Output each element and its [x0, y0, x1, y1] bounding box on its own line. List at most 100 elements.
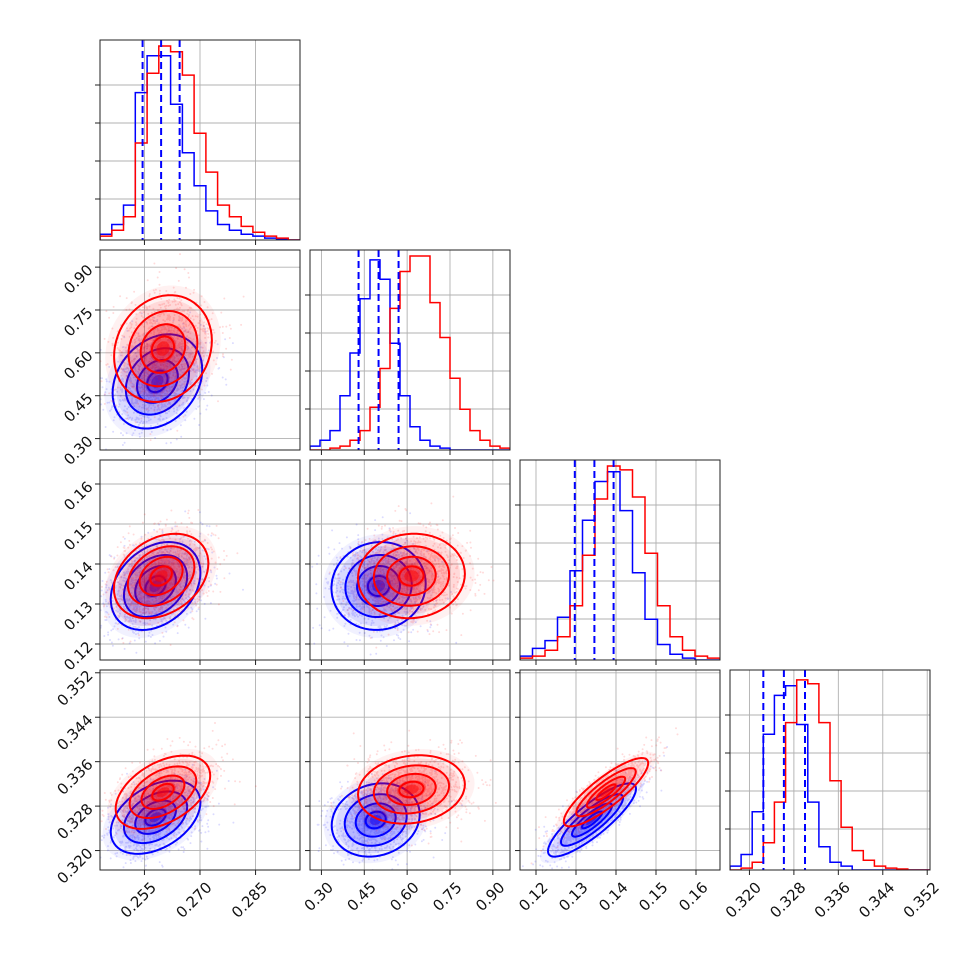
contour-series-a — [581, 810, 603, 830]
contour-series-b — [585, 775, 627, 809]
contour-series-a — [570, 802, 614, 838]
y-tick-label: 0.328 — [53, 800, 96, 843]
x-tick-label: 0.75 — [429, 878, 465, 914]
y-tick-label: 0.90 — [60, 261, 96, 297]
panel-frame — [729, 669, 931, 871]
contour-series-b — [138, 555, 184, 597]
density-fill-series-a — [323, 776, 428, 864]
density-fill-series-b — [385, 773, 437, 806]
contour-series-b — [595, 783, 617, 801]
density-fill-series-b — [585, 775, 627, 809]
density-fill-series-b — [139, 323, 187, 374]
density-fill-series-a — [562, 795, 622, 845]
histogram-series-a — [730, 684, 930, 870]
contour-series-a — [109, 779, 202, 855]
density-fill-series-a — [151, 375, 164, 388]
hist-panel-p4 — [725, 669, 931, 875]
x-tick-label: 0.90 — [472, 878, 508, 914]
x-tick-label: 0.270 — [172, 878, 215, 921]
density-fill-series-b — [594, 782, 618, 802]
contour-series-a — [364, 810, 387, 830]
contour-series-a — [330, 782, 421, 858]
density-fill-series-b — [577, 768, 635, 816]
histogram-series-b — [100, 45, 300, 240]
density-fill-series-b — [105, 285, 221, 412]
x-tick-label: 0.14 — [595, 878, 631, 914]
density-fill-series-b — [118, 537, 205, 615]
density-fill-series-b — [556, 751, 656, 833]
x-tick-label: 0.16 — [675, 878, 711, 914]
density-fill-series-b — [120, 758, 206, 826]
pair-panel-1-0 — [95, 249, 301, 455]
contour-series-a — [122, 790, 189, 845]
pair-panel-3-1 — [305, 669, 511, 875]
x-tick-label: 0.285 — [228, 878, 271, 921]
histogram-series-b — [520, 465, 720, 660]
density-fill-series-a — [126, 349, 188, 414]
density-fill-series-b — [348, 749, 475, 830]
contour-series-a — [122, 553, 189, 619]
histogram-series-a — [520, 471, 720, 660]
panel-frame — [519, 669, 721, 871]
y-tick-label: 0.12 — [60, 638, 96, 674]
contour-series-b — [128, 765, 198, 819]
pair-panel-2-0 — [95, 459, 301, 665]
contour-series-b — [562, 756, 650, 828]
contour-series-b — [126, 545, 196, 607]
hist-panel-p1 — [95, 39, 301, 245]
contour-series-b — [127, 310, 199, 388]
pair-panel-2-1 — [305, 459, 511, 665]
contour-series-b — [386, 772, 437, 806]
density-fill-series-a — [335, 546, 422, 626]
density-fill-series-b — [404, 784, 419, 795]
density-fill-series-b — [154, 570, 168, 582]
histogram-series-b — [730, 679, 930, 870]
density-fill-series-a — [116, 338, 199, 425]
x-tick-label: 0.336 — [811, 878, 854, 921]
histogram-series-a — [100, 54, 300, 240]
scatter-points-series-b — [530, 727, 679, 865]
density-fill-series-a — [365, 574, 392, 598]
contour-series-a — [144, 807, 167, 827]
y-tick-label: 0.320 — [53, 844, 96, 887]
contour-series-b — [113, 294, 213, 403]
x-tick-label: 0.13 — [555, 878, 591, 914]
panel-frame — [309, 249, 511, 451]
density-fill-series-b — [138, 555, 184, 597]
panel-frame — [309, 459, 511, 661]
x-tick-label: 0.60 — [386, 878, 422, 914]
contour-series-a — [134, 799, 177, 835]
scatter-points-series-a — [521, 746, 669, 870]
y-tick-label: 0.344 — [53, 711, 96, 754]
density-fill-series-b — [396, 564, 426, 588]
scatter-points-series-b — [330, 729, 497, 847]
scatter-points-series-a — [316, 757, 463, 870]
density-fill-series-b — [348, 526, 475, 626]
density-fill-series-a — [571, 802, 613, 838]
density-fill-series-b — [156, 787, 170, 798]
panel-frame — [309, 669, 511, 871]
density-fill-series-a — [552, 786, 632, 854]
contour-series-a — [366, 575, 391, 597]
y-tick-label: 0.15 — [60, 518, 96, 554]
y-tick-label: 0.30 — [60, 432, 96, 468]
panel-frame — [519, 459, 721, 661]
contour-series-b — [150, 335, 176, 362]
histogram-series-b — [310, 255, 510, 450]
hist-panel-p2 — [305, 249, 511, 455]
x-tick-label: 0.12 — [515, 878, 551, 914]
scatter-points-series-b — [100, 509, 239, 646]
density-fill-series-b — [362, 537, 460, 615]
contour-series-a — [343, 793, 408, 847]
contour-series-b — [398, 780, 425, 799]
density-fill-series-b — [600, 787, 612, 797]
contour-series-a — [135, 359, 179, 404]
contour-series-b — [139, 323, 187, 374]
x-tick-label: 0.352 — [900, 878, 943, 921]
contour-series-a — [144, 575, 167, 597]
y-tick-label: 0.75 — [60, 304, 96, 340]
histogram-series-a — [310, 259, 510, 450]
y-tick-label: 0.16 — [60, 478, 96, 514]
density-fill-series-a — [356, 565, 402, 607]
